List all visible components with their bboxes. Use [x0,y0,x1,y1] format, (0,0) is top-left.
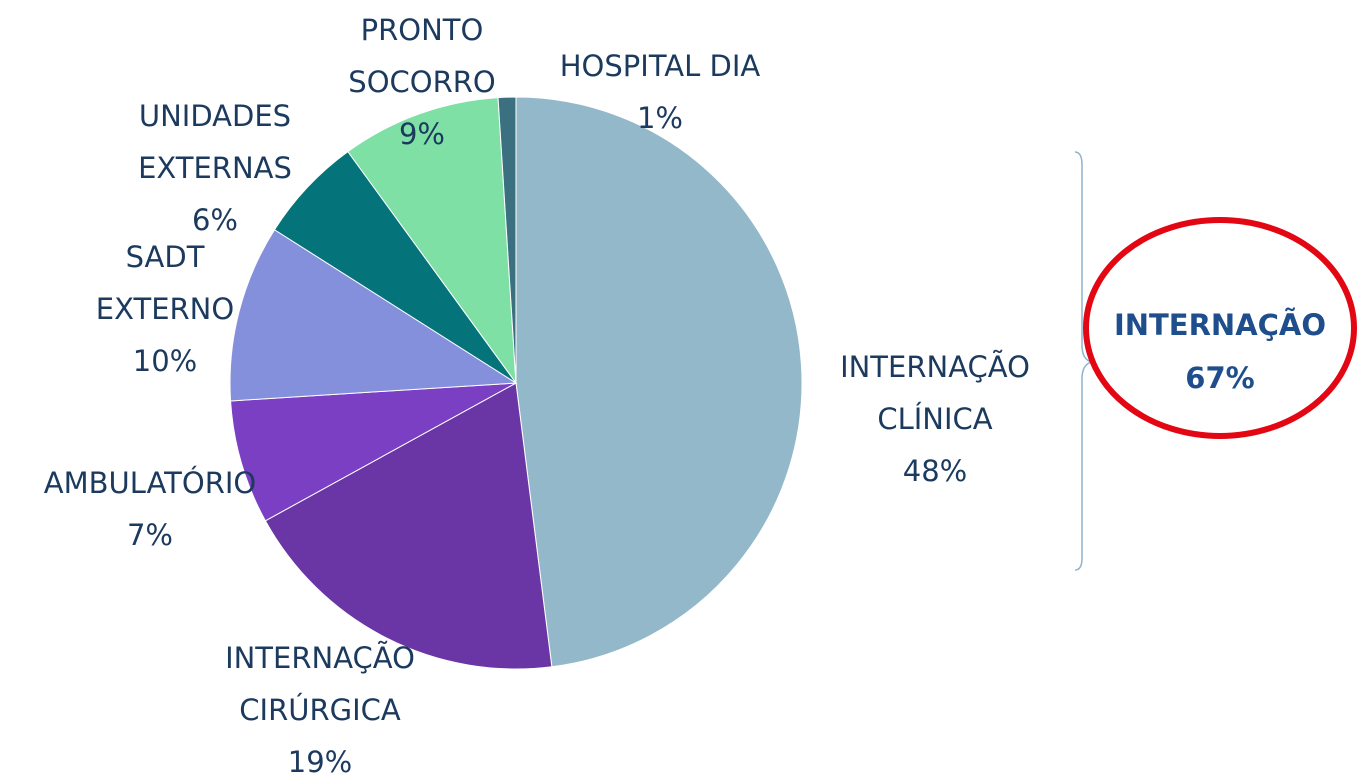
annotation-title: INTERNAÇÃO [1113,308,1327,342]
category-label: UNIDADES EXTERNAS [138,99,292,185]
slice-label: INTERNAÇÃO CLÍNICA 48% [810,341,1060,497]
category-label: PRONTO SOCORRO [348,13,496,99]
value-label: 9% [398,117,445,151]
pie-slice [230,382,517,522]
highlight-ellipse [1083,217,1357,439]
annotation-value: 67% [1185,361,1255,395]
category-label: HOSPITAL DIA [559,49,761,83]
category-label: SADT EXTERNO [95,240,235,326]
value-label: 48% [902,454,968,488]
slice-label: AMBULATÓRIO 7% [15,457,285,561]
value-label: 6% [191,203,238,237]
pie-slice [229,229,518,402]
value-label: 19% [287,745,353,774]
category-label: INTERNAÇÃO CLÍNICA [840,350,1030,436]
annotation: INTERNAÇÃO 67% [1070,299,1358,405]
pie-slice [264,382,553,670]
slice-label: UNIDADES EXTERNAS 6% [115,90,315,246]
category-label: INTERNAÇÃO CIRÚRGICA [225,641,415,727]
slice-label: INTERNAÇÃO CIRÚRGICA 19% [195,632,445,774]
value-label: 7% [126,518,173,552]
category-label: AMBULATÓRIO [43,466,257,500]
value-label: 10% [132,344,198,378]
slice-label: HOSPITAL DIA 1% [510,40,810,144]
value-label: 1% [636,101,683,135]
pie-slice [497,96,517,384]
pie-slice [347,97,517,385]
slice-label: SADT EXTERNO 10% [90,231,240,387]
slice-label: PRONTO SOCORRO 9% [332,4,512,160]
pie-slice [515,96,803,668]
